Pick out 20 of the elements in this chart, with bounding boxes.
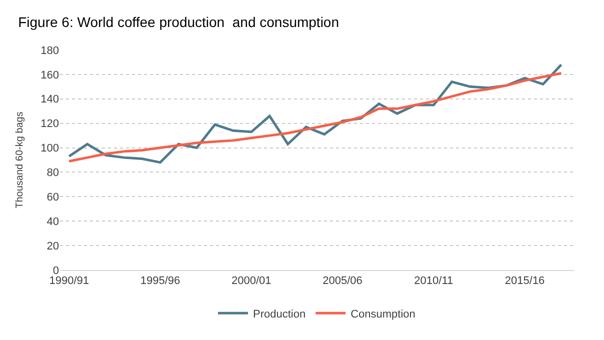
x-tick-label: 2010/11 xyxy=(414,275,454,288)
legend-label: Consumption xyxy=(350,308,416,320)
y-tick-label: 20 xyxy=(46,240,59,252)
x-tick-label: 2000/01 xyxy=(231,275,272,288)
x-tick-label: 2015/16 xyxy=(504,275,545,288)
x-tick-label: 1995/96 xyxy=(140,275,180,288)
y-tick-label: 0 xyxy=(52,264,59,277)
y-tick-label: 40 xyxy=(46,216,59,228)
y-axis-title: Thousand 60-kg bags xyxy=(14,112,26,208)
y-tick-label: 60 xyxy=(46,192,59,204)
x-tick-label: 2005/06 xyxy=(322,275,362,288)
y-tick-label: 80 xyxy=(46,167,59,180)
y-tick-label: 140 xyxy=(40,94,59,106)
x-tick-label: 1990/91 xyxy=(49,275,89,288)
y-tick-label: 160 xyxy=(40,69,59,82)
legend-label: Production xyxy=(253,308,306,320)
y-tick-label: 180 xyxy=(40,44,59,57)
y-tick-label: 120 xyxy=(40,118,59,130)
y-tick-label: 100 xyxy=(40,142,59,155)
chart-title: Figure 6: World coffee production and consumption xyxy=(18,14,340,30)
